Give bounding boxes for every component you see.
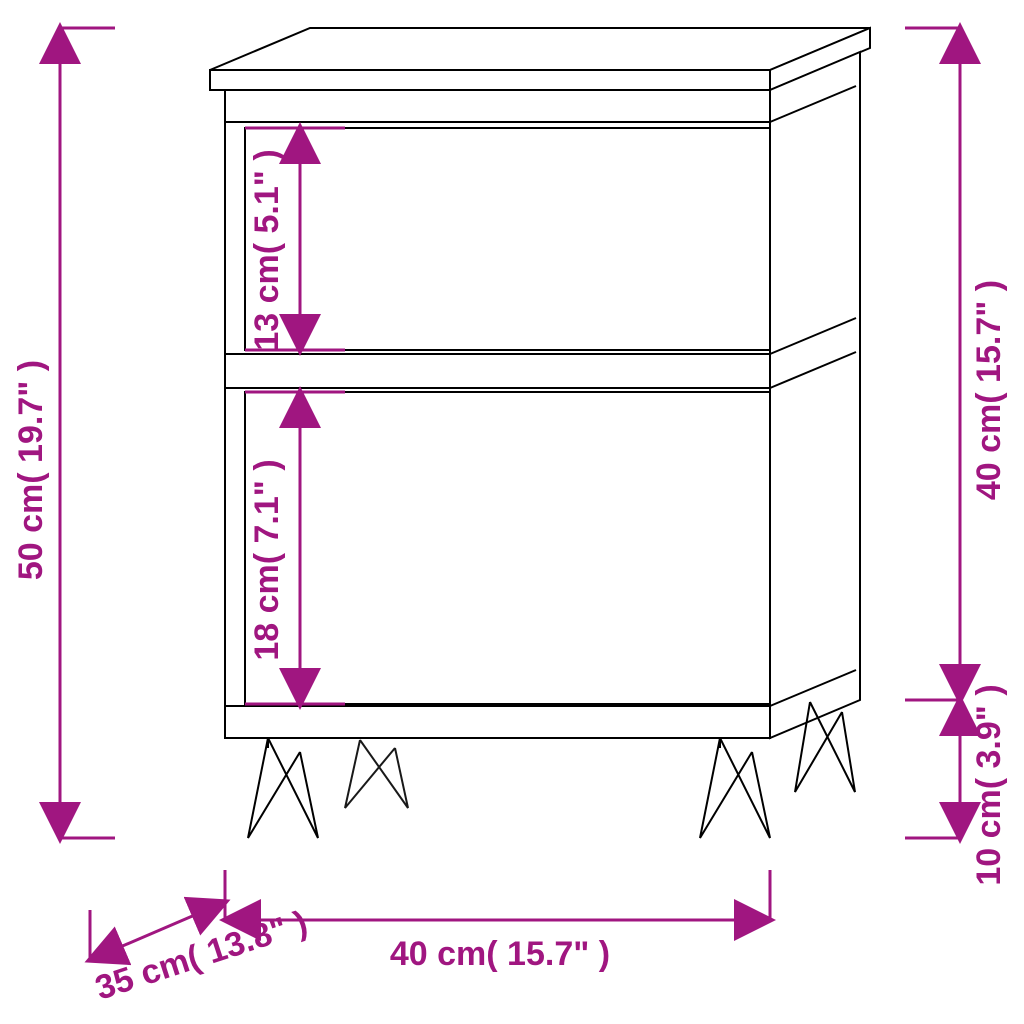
label-width: 40 cm( 15.7" ) (390, 935, 610, 973)
cabinet (210, 28, 870, 838)
label-total-height: 50 cm( 19.7" ) (12, 360, 50, 580)
dim-depth: 35 cm( 13.8" ) (90, 902, 312, 1008)
label-depth: 35 cm( 13.8" ) (91, 903, 312, 1007)
label-bottom-drawer: 18 cm( 7.1" ) (248, 459, 286, 660)
dim-leg-height: 10 cm( 3.9" ) (905, 684, 1008, 885)
dim-total-height: 50 cm( 19.7" ) (12, 28, 115, 838)
label-top-drawer: 13 cm( 5.1" ) (248, 149, 286, 350)
label-leg-height: 10 cm( 3.9" ) (970, 684, 1008, 885)
dim-width: 40 cm( 15.7" ) (225, 870, 770, 973)
label-body-height: 40 cm( 15.7" ) (970, 280, 1008, 500)
dim-body-height: 40 cm( 15.7" ) (905, 28, 1008, 700)
dimension-diagram: :root { --accent: #a01680; } (0, 0, 1024, 1024)
